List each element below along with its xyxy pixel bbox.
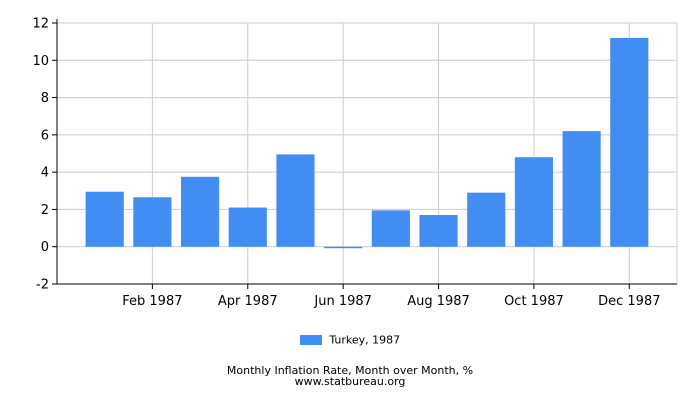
y-tick-label: -2 <box>36 278 49 293</box>
x-tick-label: Feb 1987 <box>122 294 182 309</box>
x-tick-labels: Feb 1987 Apr 1987 Jun 1987 Aug 1987 Oct 1987… <box>122 294 660 309</box>
bar <box>419 215 458 247</box>
bar <box>133 197 172 247</box>
legend-label: Turkey, 1987 <box>329 333 401 347</box>
x-tick-label: Jun 1987 <box>313 294 372 309</box>
bar <box>181 176 220 247</box>
y-tick-label: 10 <box>32 54 49 69</box>
y-tick-label: 0 <box>41 240 49 255</box>
bar <box>371 210 410 247</box>
x-tick-label: Apr 1987 <box>218 294 278 309</box>
bar <box>324 246 363 249</box>
y-tick-label: 8 <box>41 91 49 106</box>
y-tick-label: 12 <box>32 17 49 32</box>
bar <box>276 154 315 247</box>
bar <box>610 37 649 247</box>
legend: Turkey, 1987 <box>0 333 700 347</box>
y-tick-label: 6 <box>41 128 49 143</box>
bar <box>562 131 601 247</box>
bar <box>514 157 553 247</box>
legend-swatch <box>299 335 322 345</box>
chart-title: Monthly Inflation Rate, Month over Month… <box>226 364 474 377</box>
source-label: www.statbureau.org <box>294 375 406 388</box>
x-tick-label: Dec 1987 <box>598 294 660 309</box>
bars <box>85 37 649 249</box>
axes <box>52 19 677 289</box>
bar <box>228 207 267 247</box>
bar <box>467 192 506 247</box>
y-tick-label: 4 <box>41 166 49 181</box>
x-tick-label: Aug 1987 <box>407 294 470 309</box>
y-tick-label: 2 <box>41 203 49 218</box>
x-tick-label: Oct 1987 <box>504 294 564 309</box>
bar <box>85 191 124 247</box>
y-tick-labels: -2 0 2 4 6 8 10 12 <box>32 17 49 293</box>
